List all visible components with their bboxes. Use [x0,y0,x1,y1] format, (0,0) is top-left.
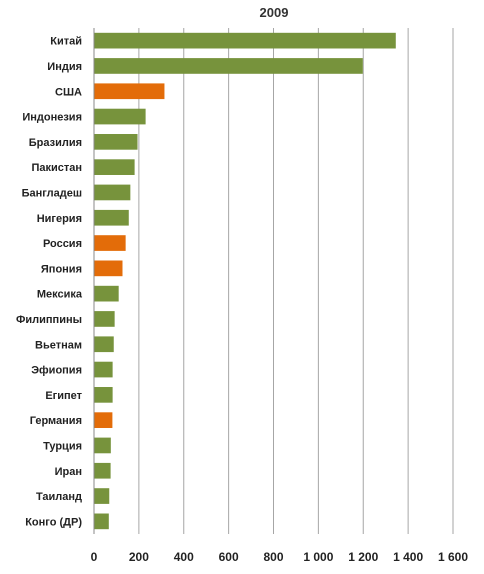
x-tick-label: 600 [219,550,239,564]
category-label: Эфиопия [31,365,82,377]
category-label: Пакистан [31,162,82,174]
x-tick-label: 0 [91,550,98,564]
bar-3 [94,108,146,125]
bar-5 [94,159,135,175]
category-label: Египет [45,390,82,402]
bar-4 [94,134,138,150]
category-label: Иран [55,466,82,478]
category-label: Индия [47,61,82,73]
bar-19 [94,513,109,530]
category-label: Бразилия [29,137,82,149]
category-label: США [55,86,82,98]
bar-14 [94,387,113,403]
bar-15 [94,412,113,428]
category-label: Вьетнам [35,339,82,351]
bar-17 [94,462,111,479]
bar-1 [94,58,363,74]
category-label: Россия [43,238,82,250]
gridlines [138,28,454,534]
category-label: Нигерия [37,213,82,225]
x-tick-label: 1 600 [438,550,468,564]
x-tick-label: 1 400 [393,550,423,564]
category-label: Филиппины [16,314,82,326]
x-tick-labels: 0 200 400 600 800 1 000 1 200 1 400 1 600 [91,550,469,564]
category-label: Конго (ДР) [25,516,82,528]
bar-8 [94,235,126,251]
bar-18 [94,488,110,504]
category-label: Япония [41,263,82,275]
chart-title: 2009 [260,5,289,20]
bar-6 [94,184,131,201]
bar-11 [94,311,115,327]
x-tick-label: 1 200 [348,550,378,564]
category-label: Турция [43,440,82,452]
category-label: Таиланд [36,491,82,503]
category-labels: Китай Индия США Индонезия Бразилия Пакистан Ба… [16,36,83,529]
bars [94,32,396,530]
x-tick-label: 200 [129,550,149,564]
bar-7 [94,209,129,226]
bar-10 [94,285,119,302]
x-tick-label: 400 [174,550,194,564]
x-tick-label: 800 [263,550,283,564]
bar-0 [94,32,396,49]
bar-2 [94,83,165,100]
bar-16 [94,437,111,454]
category-label: Германия [30,415,82,427]
category-label: Индонезия [22,112,82,124]
bar-13 [94,361,113,378]
category-label: Китай [50,36,82,48]
bar-12 [94,336,114,353]
bar-9 [94,260,123,277]
category-label: Бангладеш [22,187,82,199]
x-tick-label: 1 000 [303,550,333,564]
category-label: Мексика [37,289,83,301]
